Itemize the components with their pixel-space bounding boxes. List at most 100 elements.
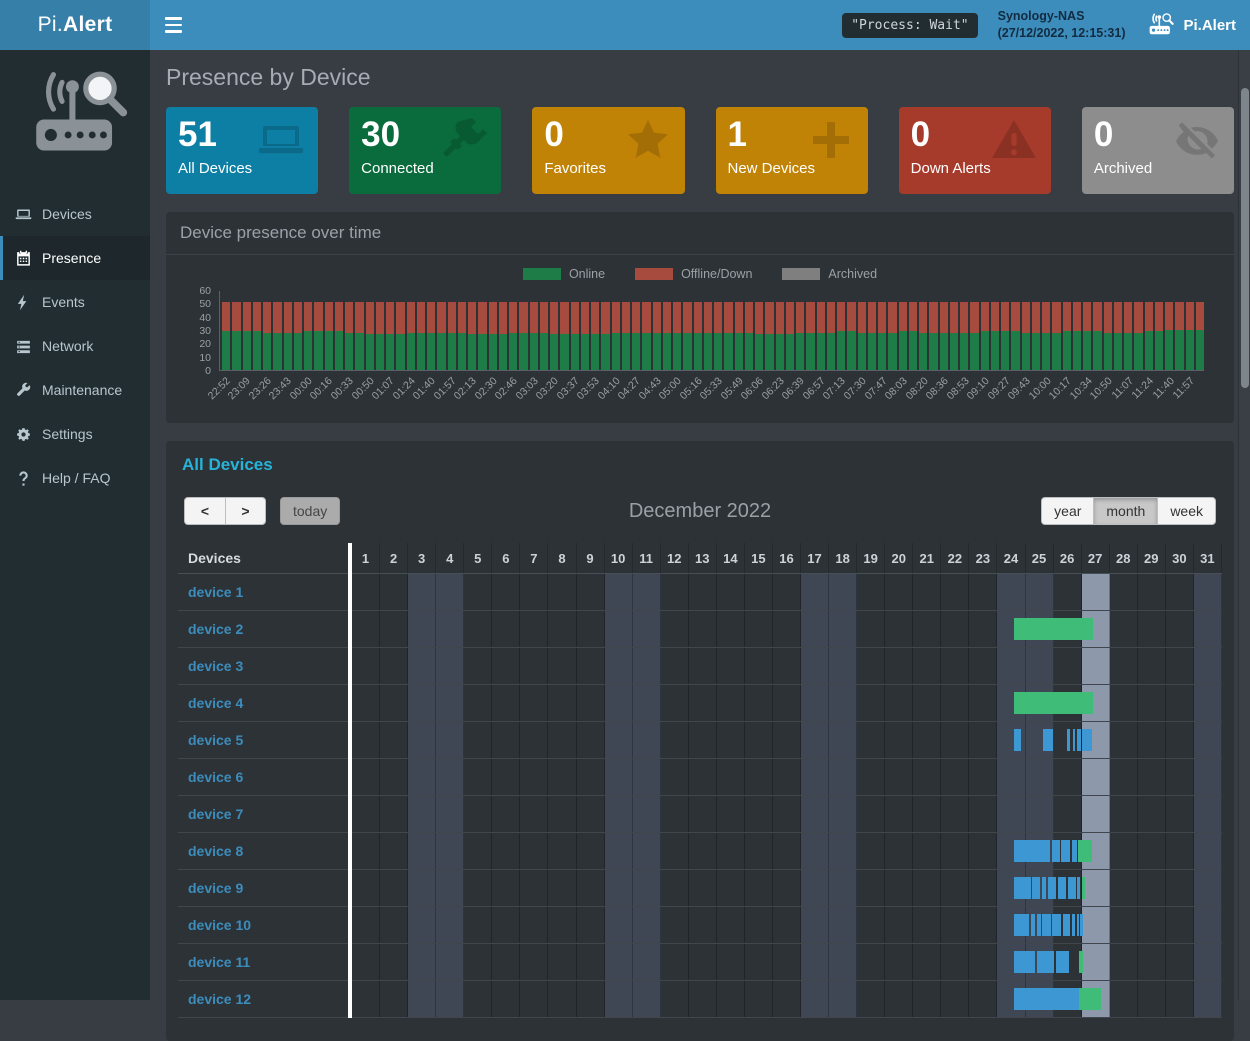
- router-magnifier-icon: [1145, 12, 1175, 38]
- day-cell-9: [577, 944, 605, 980]
- day-cell-5: [464, 611, 492, 647]
- sidebar-item-settings[interactable]: Settings: [0, 412, 150, 456]
- day-cell-27: [1082, 648, 1110, 684]
- chart-bar: [622, 291, 630, 370]
- x-tick-label: 02:46: [493, 375, 520, 402]
- device-link-device-10[interactable]: device 10: [188, 917, 251, 933]
- chart-bar: [755, 291, 763, 370]
- chart-bar: [817, 291, 825, 370]
- chart-bar: [847, 291, 855, 370]
- day-cell-19: [857, 870, 885, 906]
- day-cell-12: [661, 685, 689, 721]
- day-cell-30: [1166, 944, 1194, 980]
- day-cell-17: [801, 611, 829, 647]
- day-cell-5: [464, 574, 492, 610]
- page-title: Presence by Device: [166, 64, 1234, 91]
- day-cell-29: [1138, 907, 1166, 943]
- x-tick-label: 00:33: [329, 375, 356, 402]
- sidebar-item-events[interactable]: Events: [0, 280, 150, 324]
- chart-bar: [560, 291, 568, 370]
- x-tick-label: 23:43: [267, 375, 294, 402]
- day-cell-29: [1138, 870, 1166, 906]
- column-divider: [348, 543, 352, 1018]
- device-link-device-9[interactable]: device 9: [188, 880, 243, 896]
- summary-cards: 51All Devices 30Connected 0Favorites 1New D…: [166, 107, 1234, 194]
- chart-bar: [355, 291, 363, 370]
- app-logo-text[interactable]: Pi.Alert: [0, 0, 150, 50]
- topbar-brand-label: Pi.Alert: [1183, 17, 1236, 34]
- day-header-23: 23: [969, 543, 997, 573]
- device-link-device-11[interactable]: device 11: [188, 954, 250, 970]
- day-cell-1: [352, 907, 380, 943]
- card-connected[interactable]: 30Connected: [349, 107, 501, 194]
- sidebar-item-help-faq[interactable]: Help / FAQ: [0, 456, 150, 500]
- day-cell-22: [941, 907, 969, 943]
- sidebar-item-devices[interactable]: Devices: [0, 192, 150, 236]
- presence-bar-online: [1014, 692, 1094, 714]
- hamburger-menu-icon[interactable]: [150, 0, 196, 50]
- device-link-device-3[interactable]: device 3: [188, 658, 243, 674]
- day-cell-5: [464, 833, 492, 869]
- day-header-7: 7: [520, 543, 548, 573]
- sidebar-item-maintenance[interactable]: Maintenance: [0, 368, 150, 412]
- day-cell-13: [689, 870, 717, 906]
- card-new-devices[interactable]: 1New Devices: [716, 107, 868, 194]
- x-tick-label: 10:34: [1067, 375, 1094, 402]
- card-all-devices[interactable]: 51All Devices: [166, 107, 318, 194]
- day-cell-2: [380, 759, 408, 795]
- day-cell-31: [1194, 648, 1222, 684]
- day-cell-28: [1110, 759, 1138, 795]
- view-month-button[interactable]: month: [1093, 497, 1157, 525]
- chart-bar: [1114, 291, 1122, 370]
- view-week-button[interactable]: week: [1157, 497, 1216, 525]
- chart-bar: [1042, 291, 1050, 370]
- device-link-device-1[interactable]: device 1: [188, 584, 243, 600]
- day-cell-11: [633, 981, 661, 1017]
- device-link-device-12[interactable]: device 12: [188, 991, 251, 1007]
- view-year-button[interactable]: year: [1041, 497, 1093, 525]
- device-link-device-5[interactable]: device 5: [188, 732, 243, 748]
- scrollbar-thumb[interactable]: [1241, 88, 1249, 388]
- card-archived[interactable]: 0Archived: [1082, 107, 1234, 194]
- day-cell-6: [492, 981, 520, 1017]
- day-cell-21: [913, 944, 941, 980]
- device-link-device-2[interactable]: device 2: [188, 621, 243, 637]
- calendar-toolbar: December 2022 < > today yearmonthweek: [184, 495, 1216, 527]
- device-row-device-2: device 2: [178, 611, 1222, 648]
- day-header-18: 18: [829, 543, 857, 573]
- day-cell-2: [380, 981, 408, 1017]
- day-cell-19: [857, 981, 885, 1017]
- presence-bar-connected: [1043, 729, 1053, 751]
- main-content: Presence by Device 51All Devices 30Connec…: [150, 50, 1238, 1000]
- presence-bar-online: [1014, 618, 1094, 640]
- chart-bar: [550, 291, 558, 370]
- device-link-device-8[interactable]: device 8: [188, 843, 243, 859]
- day-cell-18: [829, 796, 857, 832]
- sidebar-item-presence[interactable]: Presence: [0, 236, 150, 280]
- page-scrollbar[interactable]: [1238, 50, 1250, 1000]
- day-cell-21: [913, 796, 941, 832]
- day-cell-2: [380, 907, 408, 943]
- device-link-device-4[interactable]: device 4: [188, 695, 243, 711]
- chart-bar: [1104, 291, 1112, 370]
- day-cell-13: [689, 907, 717, 943]
- day-cell-17: [801, 685, 829, 721]
- card-down-alerts[interactable]: 0Down Alerts: [899, 107, 1051, 194]
- presence-bar-connected: [1032, 877, 1040, 899]
- day-header-14: 14: [717, 543, 745, 573]
- device-link-device-7[interactable]: device 7: [188, 806, 243, 822]
- chart-bar: [642, 291, 650, 370]
- day-cell-6: [492, 685, 520, 721]
- legend-label: Offline/Down: [681, 267, 752, 281]
- day-cell-15: [745, 648, 773, 684]
- device-link-device-6[interactable]: device 6: [188, 769, 243, 785]
- day-cell-31: [1194, 944, 1222, 980]
- day-cell-16: [773, 611, 801, 647]
- day-cell-9: [577, 796, 605, 832]
- day-cell-2: [380, 611, 408, 647]
- day-cell-9: [577, 574, 605, 610]
- sidebar-item-network[interactable]: Network: [0, 324, 150, 368]
- day-cell-22: [941, 722, 969, 758]
- card-favorites[interactable]: 0Favorites: [532, 107, 684, 194]
- day-cell-18: [829, 611, 857, 647]
